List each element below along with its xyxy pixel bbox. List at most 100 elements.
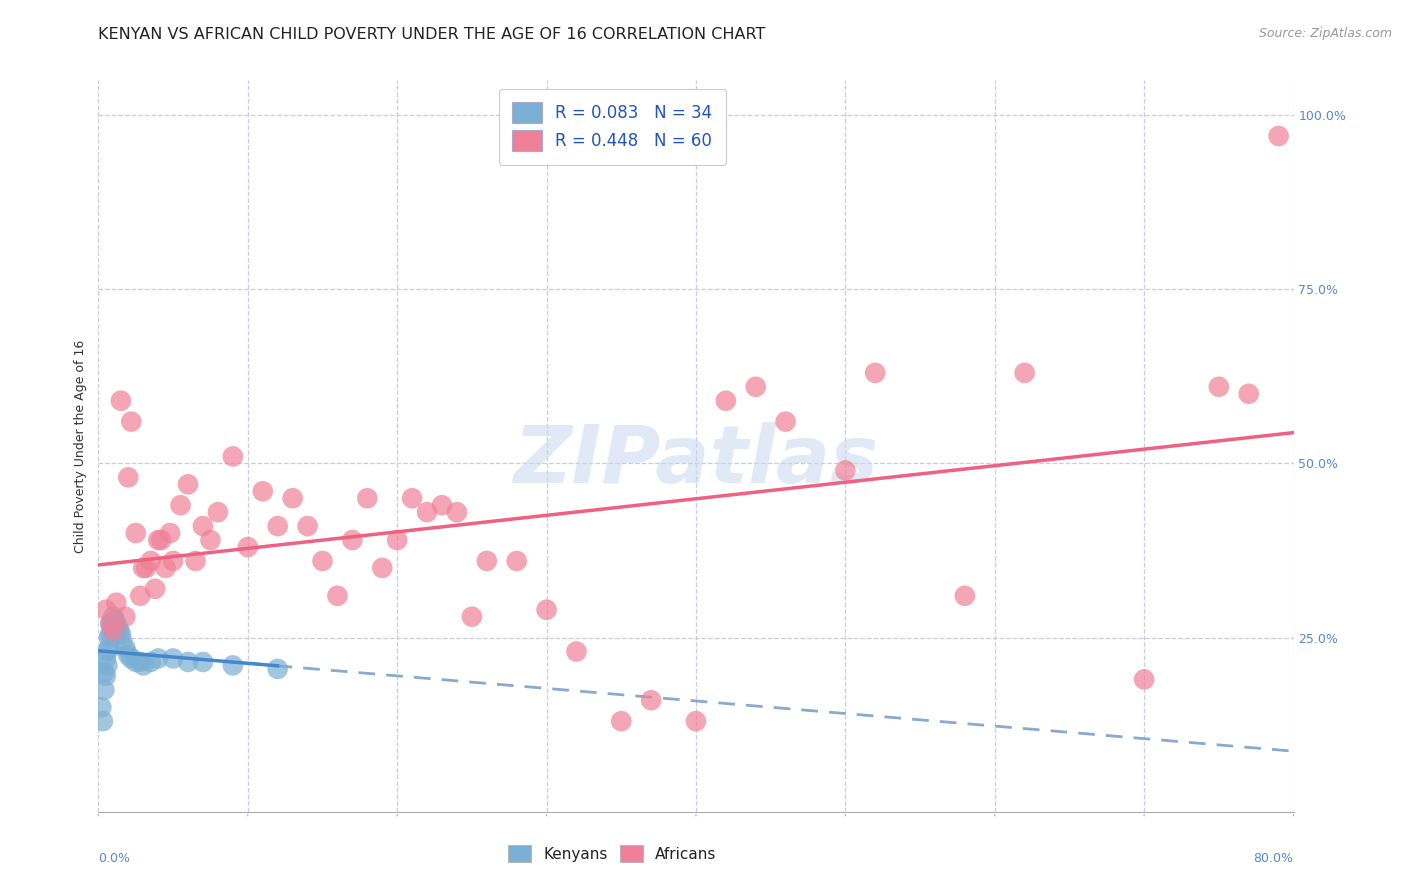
- Point: [94, 651, 117, 665]
- Point: [105, 596, 128, 610]
- Point: [506, 554, 529, 568]
- Point: [96, 644, 118, 658]
- Point: [103, 609, 125, 624]
- Point: [114, 609, 136, 624]
- Point: [105, 616, 128, 631]
- Point: [342, 533, 364, 547]
- Point: [129, 589, 152, 603]
- Point: [184, 554, 207, 568]
- Point: [297, 519, 319, 533]
- Point: [200, 533, 222, 547]
- Point: [461, 609, 484, 624]
- Point: [139, 655, 162, 669]
- Point: [111, 634, 134, 648]
- Point: [97, 631, 120, 645]
- Point: [132, 561, 155, 575]
- Point: [326, 589, 349, 603]
- Point: [103, 624, 125, 638]
- Point: [103, 624, 125, 638]
- Point: [1208, 380, 1230, 394]
- Point: [125, 526, 148, 541]
- Text: Source: ZipAtlas.com: Source: ZipAtlas.com: [1258, 27, 1392, 40]
- Point: [135, 561, 157, 575]
- Point: [281, 491, 304, 506]
- Point: [96, 658, 118, 673]
- Point: [267, 519, 290, 533]
- Point: [97, 640, 120, 655]
- Point: [93, 665, 115, 680]
- Text: 80.0%: 80.0%: [1254, 852, 1294, 865]
- Point: [94, 603, 117, 617]
- Point: [191, 655, 214, 669]
- Point: [1267, 128, 1289, 143]
- Point: [745, 380, 768, 394]
- Point: [252, 484, 274, 499]
- Point: [610, 714, 633, 728]
- Point: [207, 505, 229, 519]
- Point: [475, 554, 498, 568]
- Point: [267, 662, 290, 676]
- Point: [1133, 673, 1156, 687]
- Point: [120, 415, 142, 429]
- Point: [94, 669, 117, 683]
- Point: [107, 620, 129, 634]
- Point: [117, 648, 139, 662]
- Point: [865, 366, 887, 380]
- Point: [120, 651, 142, 665]
- Point: [150, 533, 173, 547]
- Point: [177, 477, 200, 491]
- Point: [371, 561, 394, 575]
- Point: [222, 658, 245, 673]
- Point: [110, 627, 132, 641]
- Point: [536, 603, 558, 617]
- Point: [430, 498, 453, 512]
- Point: [222, 450, 245, 464]
- Point: [640, 693, 662, 707]
- Text: ZIPatlas: ZIPatlas: [513, 422, 879, 500]
- Point: [714, 393, 737, 408]
- Point: [834, 463, 856, 477]
- Text: 0.0%: 0.0%: [98, 852, 131, 865]
- Point: [1237, 386, 1260, 401]
- Point: [132, 658, 155, 673]
- Point: [191, 519, 214, 533]
- Point: [90, 700, 112, 714]
- Point: [148, 651, 170, 665]
- Point: [446, 505, 468, 519]
- Point: [114, 640, 136, 655]
- Point: [104, 613, 127, 627]
- Point: [159, 526, 181, 541]
- Point: [162, 651, 184, 665]
- Point: [311, 554, 333, 568]
- Point: [416, 505, 439, 519]
- Point: [162, 554, 184, 568]
- Point: [953, 589, 976, 603]
- Text: KENYAN VS AFRICAN CHILD POVERTY UNDER THE AGE OF 16 CORRELATION CHART: KENYAN VS AFRICAN CHILD POVERTY UNDER TH…: [98, 27, 766, 42]
- Point: [129, 655, 152, 669]
- Point: [93, 682, 115, 697]
- Point: [148, 533, 170, 547]
- Point: [125, 655, 148, 669]
- Legend: Kenyans, Africans: Kenyans, Africans: [501, 837, 724, 870]
- Point: [100, 616, 122, 631]
- Point: [169, 498, 191, 512]
- Point: [155, 561, 177, 575]
- Point: [356, 491, 378, 506]
- Point: [101, 620, 124, 634]
- Point: [108, 624, 131, 638]
- Point: [117, 470, 139, 484]
- Y-axis label: Child Poverty Under the Age of 16: Child Poverty Under the Age of 16: [75, 339, 87, 553]
- Point: [775, 415, 797, 429]
- Point: [91, 714, 114, 728]
- Point: [385, 533, 409, 547]
- Point: [565, 644, 588, 658]
- Point: [401, 491, 423, 506]
- Point: [139, 554, 162, 568]
- Point: [236, 540, 259, 554]
- Point: [110, 393, 132, 408]
- Point: [100, 616, 122, 631]
- Point: [143, 582, 166, 596]
- Point: [177, 655, 200, 669]
- Point: [100, 627, 122, 641]
- Point: [1014, 366, 1036, 380]
